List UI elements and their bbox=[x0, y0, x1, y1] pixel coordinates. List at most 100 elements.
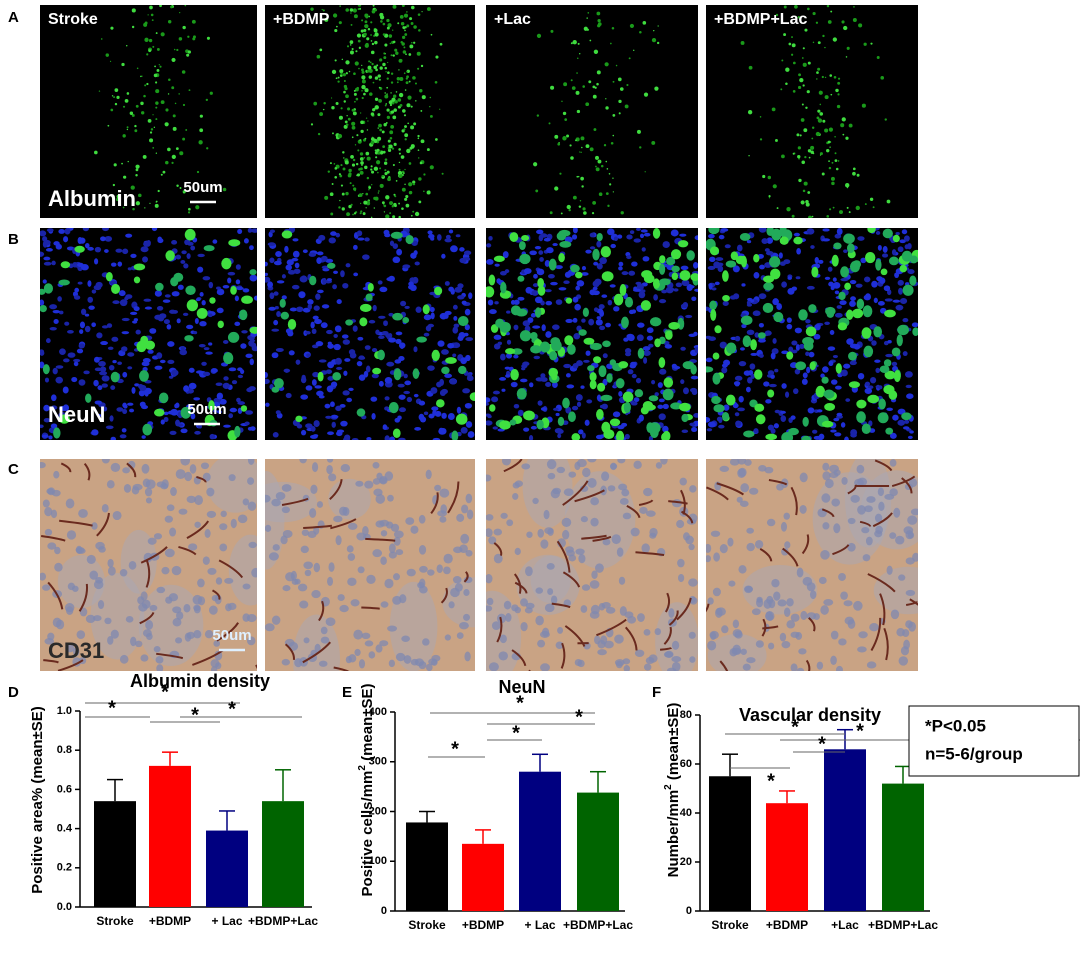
nucleus bbox=[585, 249, 592, 254]
cell bbox=[520, 598, 528, 607]
neuron bbox=[500, 281, 507, 294]
stain-dot bbox=[861, 103, 866, 108]
stain-dot bbox=[364, 137, 367, 140]
cell bbox=[512, 493, 519, 500]
stain-dot bbox=[188, 207, 191, 211]
micrograph-content bbox=[706, 228, 918, 440]
cell bbox=[309, 508, 317, 518]
nucleus bbox=[51, 260, 56, 266]
nucleus bbox=[188, 367, 195, 373]
cell bbox=[40, 572, 47, 581]
stain-dot bbox=[829, 208, 832, 211]
stain-dot bbox=[626, 83, 629, 87]
stain-dot bbox=[404, 183, 406, 186]
nucleus bbox=[45, 338, 51, 344]
stain-dot bbox=[577, 175, 580, 178]
nucleus bbox=[327, 341, 332, 345]
stain-dot bbox=[858, 23, 863, 28]
cell bbox=[166, 504, 175, 512]
y-tick-label: 0.4 bbox=[57, 823, 73, 835]
stain-dot bbox=[418, 29, 421, 32]
nucleus bbox=[723, 359, 731, 366]
cell bbox=[410, 525, 419, 534]
stain-dot bbox=[395, 180, 398, 182]
stain-dot bbox=[392, 215, 396, 218]
nucleus bbox=[305, 330, 311, 335]
stain-dot bbox=[439, 42, 443, 46]
nucleus bbox=[366, 437, 372, 440]
cell bbox=[303, 561, 313, 570]
cell bbox=[71, 585, 79, 592]
nucleus bbox=[635, 281, 642, 285]
cell bbox=[89, 570, 99, 580]
stain-dot bbox=[144, 207, 146, 209]
stain-dot bbox=[387, 148, 392, 152]
cell bbox=[390, 523, 400, 532]
neuron bbox=[882, 228, 893, 239]
stain-dot bbox=[794, 5, 798, 9]
cell bbox=[247, 477, 255, 485]
stain-dot bbox=[384, 66, 388, 70]
cell bbox=[380, 530, 388, 537]
stain-dot bbox=[375, 68, 378, 72]
nucleus bbox=[100, 366, 106, 371]
cell bbox=[822, 471, 831, 481]
neuron bbox=[765, 433, 778, 440]
nucleus bbox=[395, 338, 402, 344]
stain-dot bbox=[391, 97, 396, 102]
stain-dot bbox=[792, 90, 796, 93]
cell bbox=[850, 494, 860, 503]
nucleus bbox=[550, 281, 558, 286]
stain-dot bbox=[366, 37, 370, 41]
stain-dot bbox=[384, 43, 388, 47]
nucleus bbox=[428, 413, 435, 419]
vessel bbox=[664, 592, 671, 613]
neuron bbox=[823, 389, 835, 399]
nucleus bbox=[716, 416, 722, 422]
nucleus bbox=[397, 383, 405, 388]
nucleus bbox=[378, 380, 384, 387]
neuron bbox=[593, 356, 602, 364]
nucleus bbox=[318, 359, 327, 363]
nucleus bbox=[456, 406, 462, 414]
nucleus bbox=[897, 419, 906, 426]
cell bbox=[602, 538, 611, 546]
cell bbox=[448, 601, 455, 609]
stain-dot bbox=[171, 86, 175, 90]
nucleus bbox=[306, 353, 311, 358]
nucleus bbox=[129, 311, 138, 315]
nucleus bbox=[149, 328, 157, 334]
nucleus bbox=[891, 361, 898, 367]
cell bbox=[836, 665, 843, 671]
stain-dot bbox=[157, 189, 160, 193]
nucleus bbox=[694, 288, 698, 292]
cell bbox=[347, 577, 357, 586]
nucleus bbox=[101, 325, 109, 329]
nucleus bbox=[302, 249, 308, 254]
cell bbox=[866, 496, 876, 503]
stain-dot bbox=[184, 5, 187, 7]
cell bbox=[905, 530, 914, 540]
nucleus bbox=[844, 436, 849, 440]
nucleus bbox=[87, 296, 94, 303]
cell bbox=[537, 528, 545, 538]
x-tick-label: +BDMP bbox=[149, 914, 191, 928]
stain-dot bbox=[361, 84, 366, 90]
cell bbox=[853, 600, 863, 611]
stain-dot bbox=[388, 144, 393, 149]
stain-dot bbox=[140, 75, 142, 78]
nucleus bbox=[486, 243, 492, 248]
nucleus bbox=[403, 390, 411, 395]
stain-dot bbox=[802, 47, 805, 50]
cell bbox=[486, 474, 492, 482]
nucleus bbox=[379, 286, 388, 293]
stain-dot bbox=[352, 158, 356, 162]
stain-dot bbox=[417, 13, 421, 16]
nucleus bbox=[410, 252, 417, 259]
cell bbox=[590, 517, 599, 527]
cell bbox=[630, 527, 640, 537]
cell bbox=[547, 528, 554, 536]
stain-dot bbox=[356, 86, 360, 90]
nucleus bbox=[510, 381, 518, 388]
nucleus bbox=[94, 246, 102, 253]
